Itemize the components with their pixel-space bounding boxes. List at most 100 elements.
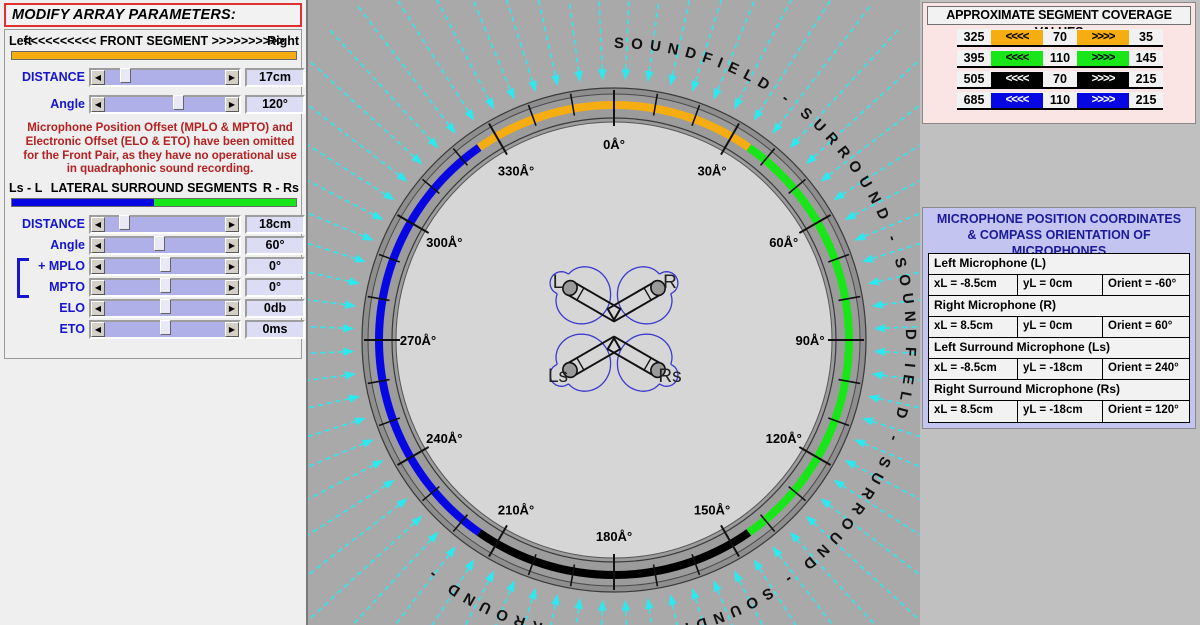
coverage-ccw-arrows: <<<< — [991, 93, 1043, 108]
lateral-eto-slider-thumb[interactable] — [160, 320, 171, 335]
front-distance-slider-value: 17cm — [245, 68, 305, 87]
front-angle-slider-track[interactable]: ◀ ▶ — [89, 95, 241, 114]
mic-name-header: Right Surround Microphone (Rs) — [929, 380, 1189, 401]
lateral-angle-slider-value: 60° — [245, 236, 305, 255]
lateral-distance-slider-left-arrow[interactable]: ◀ — [91, 217, 105, 232]
lateral-mplo-slider-value: 0° — [245, 257, 305, 276]
mic-label-R: R — [663, 272, 677, 293]
lateral-mpto-slider-value: 0° — [245, 278, 305, 297]
lateral-elo-slider-value: 0db — [245, 299, 305, 318]
lateral-angle-slider-thumb[interactable] — [154, 236, 165, 251]
front-segment-header-row: Left <<<<<<<<<< FRONT SEGMENT >>>>>>>>>>… — [7, 34, 301, 50]
polar-pattern-R — [616, 266, 679, 325]
front-distance-slider-left-arrow[interactable]: ◀ — [91, 70, 105, 85]
mic-y-value: yL = 0cm — [1018, 317, 1103, 337]
coverage-right-value: 35 — [1139, 30, 1153, 44]
coverage-cw-arrows: >>>> — [1077, 72, 1129, 87]
mic-name-header: Left Surround Microphone (Ls) — [929, 338, 1189, 359]
lateral-mplo-slider-left-arrow[interactable]: ◀ — [91, 259, 105, 274]
modify-array-parameters-panel: MODIFY ARRAY PARAMETERS: Left <<<<<<<<<<… — [0, 0, 308, 625]
microphone-capsule-R — [606, 279, 666, 323]
front-distance-slider-right-arrow[interactable]: ▶ — [225, 70, 239, 85]
lateral-mplo-slider-row: + MPLO ◀ ▶ 0° — [5, 257, 305, 276]
degree-label: 240Å° — [426, 431, 462, 446]
lateral-elo-slider-thumb[interactable] — [160, 299, 171, 314]
degree-label: 60Å° — [769, 235, 798, 250]
degree-label: 120Å° — [766, 431, 802, 446]
front-distance-slider-track[interactable]: ◀ ▶ — [89, 68, 241, 87]
coverage-left-value: 685 — [963, 93, 985, 107]
mic-orient-value: Orient = 240° — [1108, 362, 1179, 374]
coverage-row: 395 <<<< 110 >>>> 145 — [957, 50, 1163, 68]
lateral-angle-slider-right-arrow[interactable]: ▶ — [225, 238, 239, 253]
lateral-distance-slider-label: DISTANCE — [22, 217, 85, 231]
coverage-left-value: 395 — [963, 51, 985, 65]
lateral-eto-slider-right-arrow[interactable]: ▶ — [225, 322, 239, 337]
mic-values-row: xL = -8.5cm yL = -18cm Orient = 240° — [929, 359, 1189, 380]
front-angle-slider-row: Angle ◀ ▶ 120° — [5, 95, 305, 114]
lateral-distance-slider-row: DISTANCE ◀ ▶ 18cm — [5, 215, 305, 234]
lateral-segment-header-row: Ls - L LATERAL SURROUND SEGMENTS R - Rs — [7, 181, 301, 197]
lateral-mplo-slider-right-arrow[interactable]: ▶ — [225, 259, 239, 274]
coverage-arcs — [375, 100, 853, 579]
front-distance-slider-thumb[interactable] — [120, 68, 131, 83]
lateral-distance-slider-thumb[interactable] — [119, 215, 130, 230]
coverage-arc-front-yellow — [476, 100, 752, 151]
lateral-eto-slider-left-arrow[interactable]: ◀ — [91, 322, 105, 337]
mic-y-value: yL = -18cm — [1018, 401, 1103, 422]
front-angle-slider-left-arrow[interactable]: ◀ — [91, 97, 105, 112]
coverage-arc-left-blue — [375, 144, 482, 536]
front-angle-slider-right-arrow[interactable]: ▶ — [225, 97, 239, 112]
lateral-mpto-slider-left-arrow[interactable]: ◀ — [91, 280, 105, 295]
coverage-row: 505 <<<< 70 >>>> 215 — [957, 71, 1163, 89]
soundfield-diagram-svg: SOUNDFIELD - SURROUND - SOUNDFIELD - SUR… — [308, 0, 920, 625]
lateral-eto-slider-label: ETO — [59, 322, 85, 336]
degree-label: 90Å° — [795, 333, 824, 348]
coverage-ccw-arrows: <<<< — [991, 51, 1043, 66]
mic-values-row: xL = 8.5cm yL = 0cm Orient = 60° — [929, 317, 1189, 338]
polar-pattern-L — [549, 266, 612, 325]
coverage-right-value: 215 — [1135, 72, 1157, 86]
lateral-mpto-slider-label: MPTO — [49, 280, 85, 294]
microphone-capsule-Ls — [562, 335, 622, 379]
mic-x-value: xL = -8.5cm — [929, 359, 1018, 379]
lateral-elo-slider-right-arrow[interactable]: ▶ — [225, 301, 239, 316]
mic-orient-value: Orient = 60° — [1108, 320, 1173, 332]
degree-label: 330Å° — [498, 163, 534, 178]
front-bar-fill — [12, 52, 296, 59]
coverage-right-value: 215 — [1135, 93, 1157, 107]
mic-x-value: xL = -8.5cm — [929, 275, 1018, 295]
lateral-mplo-slider-label: + MPLO — [38, 259, 85, 273]
lateral-segment-color-bar — [11, 198, 297, 207]
lateral-segment-header: LATERAL SURROUND SEGMENTS — [50, 181, 258, 195]
coverage-ccw-arrows: <<<< — [991, 72, 1043, 87]
lateral-left-label: Ls - L — [9, 181, 43, 195]
degree-label: 30Å° — [697, 163, 726, 178]
lateral-mplo-slider-thumb[interactable] — [160, 257, 171, 272]
coverage-mid-value: 110 — [1049, 93, 1071, 107]
coverage-row: 685 <<<< 110 >>>> 215 — [957, 92, 1163, 110]
front-angle-slider-value: 120° — [245, 95, 305, 114]
lateral-angle-slider-track[interactable]: ◀ ▶ — [89, 236, 241, 255]
mic-orient-value: Orient = 120° — [1108, 404, 1179, 416]
lateral-mpto-slider-right-arrow[interactable]: ▶ — [225, 280, 239, 295]
front-segment-header: <<<<<<<<<< FRONT SEGMENT >>>>>>>>>> — [23, 34, 285, 48]
microphone-array: L R Ls Rs — [548, 266, 682, 392]
lateral-distance-slider-track[interactable]: ◀ ▶ — [89, 215, 241, 234]
coverage-row: 325 <<<< 70 >>>> 35 — [957, 29, 1163, 47]
mic-y-value: yL = -18cm — [1018, 359, 1103, 379]
degree-labels: 0Å° 30Å° 60Å° 90Å° 120Å° 150Å° 180Å° 210Å° 240Å°… — [400, 137, 825, 544]
mic-coordinates-table: Left Microphone (L) xL = -8.5cm yL = 0cm Or… — [928, 253, 1190, 423]
lateral-mpto-slider-thumb[interactable] — [160, 278, 171, 293]
incoming-sound-arrows — [308, 0, 920, 625]
mic-values-row: xL = 8.5cm yL = -18cm Orient = 120° — [929, 401, 1189, 422]
lateral-eto-slider-track[interactable]: ◀ ▶ — [89, 320, 241, 339]
lateral-elo-slider-row: ELO ◀ ▶ 0db — [5, 299, 305, 318]
front-angle-slider-thumb[interactable] — [173, 95, 184, 110]
degree-label: 180Å° — [596, 529, 632, 544]
lateral-elo-slider-left-arrow[interactable]: ◀ — [91, 301, 105, 316]
lateral-angle-slider-left-arrow[interactable]: ◀ — [91, 238, 105, 253]
lateral-mpto-slider-row: MPTO ◀ ▶ 0° — [5, 278, 305, 297]
lateral-distance-slider-right-arrow[interactable]: ▶ — [225, 217, 239, 232]
front-distance-slider-label: DISTANCE — [22, 70, 85, 84]
